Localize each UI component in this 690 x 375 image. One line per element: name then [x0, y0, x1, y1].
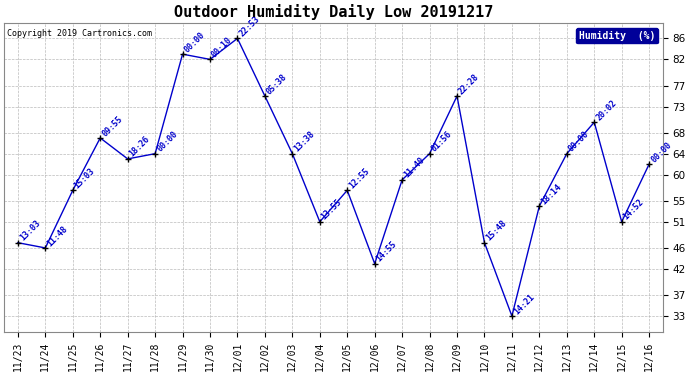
Text: 11:40: 11:40	[402, 156, 426, 180]
Text: 20:02: 20:02	[594, 98, 618, 122]
Text: 15:03: 15:03	[72, 166, 97, 190]
Text: 18:14: 18:14	[540, 182, 564, 206]
Text: 15:48: 15:48	[484, 219, 509, 243]
Text: 00:00: 00:00	[649, 140, 673, 164]
Text: 00:00: 00:00	[183, 30, 206, 54]
Text: 00:10: 00:10	[210, 35, 234, 59]
Title: Outdoor Humidity Daily Low 20191217: Outdoor Humidity Daily Low 20191217	[174, 4, 493, 20]
Text: 18:26: 18:26	[128, 135, 152, 159]
Text: 01:56: 01:56	[430, 130, 453, 154]
Text: 22:53: 22:53	[237, 14, 262, 38]
Text: 11:48: 11:48	[46, 224, 70, 248]
Legend: Humidity  (%): Humidity (%)	[575, 28, 658, 44]
Text: 00:00: 00:00	[566, 130, 591, 154]
Text: 14:52: 14:52	[622, 198, 646, 222]
Text: 13:38: 13:38	[293, 130, 317, 154]
Text: 13:55: 13:55	[319, 198, 344, 222]
Text: 13:03: 13:03	[18, 219, 42, 243]
Text: 00:00: 00:00	[155, 130, 179, 154]
Text: 09:55: 09:55	[100, 114, 124, 138]
Text: 12:55: 12:55	[347, 166, 371, 190]
Text: 05:38: 05:38	[265, 72, 289, 96]
Text: 14:21: 14:21	[512, 292, 536, 316]
Text: 14:55: 14:55	[375, 240, 399, 264]
Text: Copyright 2019 Cartronics.com: Copyright 2019 Cartronics.com	[8, 29, 152, 38]
Text: 22:28: 22:28	[457, 72, 481, 96]
